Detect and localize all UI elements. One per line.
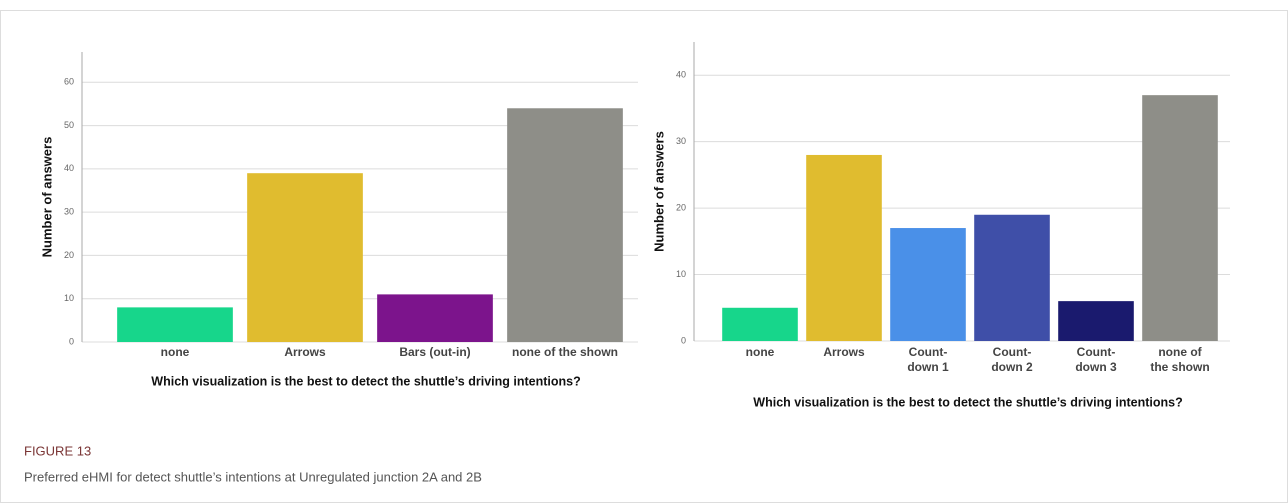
x-tick-label: Bars (out-in) <box>399 345 470 359</box>
x-tick-label: none of the shown <box>512 345 618 359</box>
y-axis-title: Number of answers <box>39 137 54 258</box>
bar <box>247 173 363 342</box>
x-tick-label: down 3 <box>1075 360 1117 374</box>
bar <box>806 154 882 341</box>
y-tick-label: 40 <box>676 70 686 80</box>
bar <box>377 294 493 342</box>
y-tick-label: 0 <box>681 335 686 345</box>
y-tick-label: 10 <box>64 293 74 303</box>
figure-caption: Preferred eHMI for detect shuttle’s inte… <box>24 469 482 484</box>
x-tick-label: none <box>746 345 775 359</box>
x-tick-label: down 1 <box>907 360 949 374</box>
x-tick-label: Arrows <box>284 345 326 359</box>
y-tick-label: 10 <box>676 269 686 279</box>
x-tick-label: Arrows <box>823 345 865 359</box>
y-tick-label: 50 <box>64 120 74 130</box>
x-tick-label: none of <box>1158 345 1202 359</box>
figure-frame <box>0 10 1288 503</box>
y-tick-label: 60 <box>64 77 74 87</box>
y-tick-label: 0 <box>69 336 74 346</box>
bar <box>1142 95 1218 342</box>
y-tick-label: 30 <box>64 207 74 217</box>
y-tick-label: 20 <box>64 250 74 260</box>
y-tick-label: 20 <box>676 202 686 212</box>
figure-label: FIGURE 13 <box>24 443 91 458</box>
y-tick-label: 40 <box>64 163 74 173</box>
x-axis-title: Which visualization is the best to detec… <box>151 374 580 388</box>
bar <box>974 214 1050 341</box>
x-tick-label: Count- <box>909 345 948 359</box>
bar <box>507 108 623 343</box>
x-tick-label: Count- <box>1077 345 1116 359</box>
y-axis-title: Number of answers <box>651 131 666 252</box>
bar <box>722 307 798 341</box>
y-tick-label: 30 <box>676 136 686 146</box>
bar <box>890 228 966 341</box>
x-axis-title: Which visualization is the best to detec… <box>753 395 1182 409</box>
bar <box>1058 301 1134 341</box>
x-tick-label: Count- <box>993 345 1032 359</box>
x-tick-label: the shown <box>1150 360 1209 374</box>
x-tick-label: down 2 <box>991 360 1033 374</box>
bar <box>117 307 233 342</box>
x-tick-label: none <box>161 345 190 359</box>
